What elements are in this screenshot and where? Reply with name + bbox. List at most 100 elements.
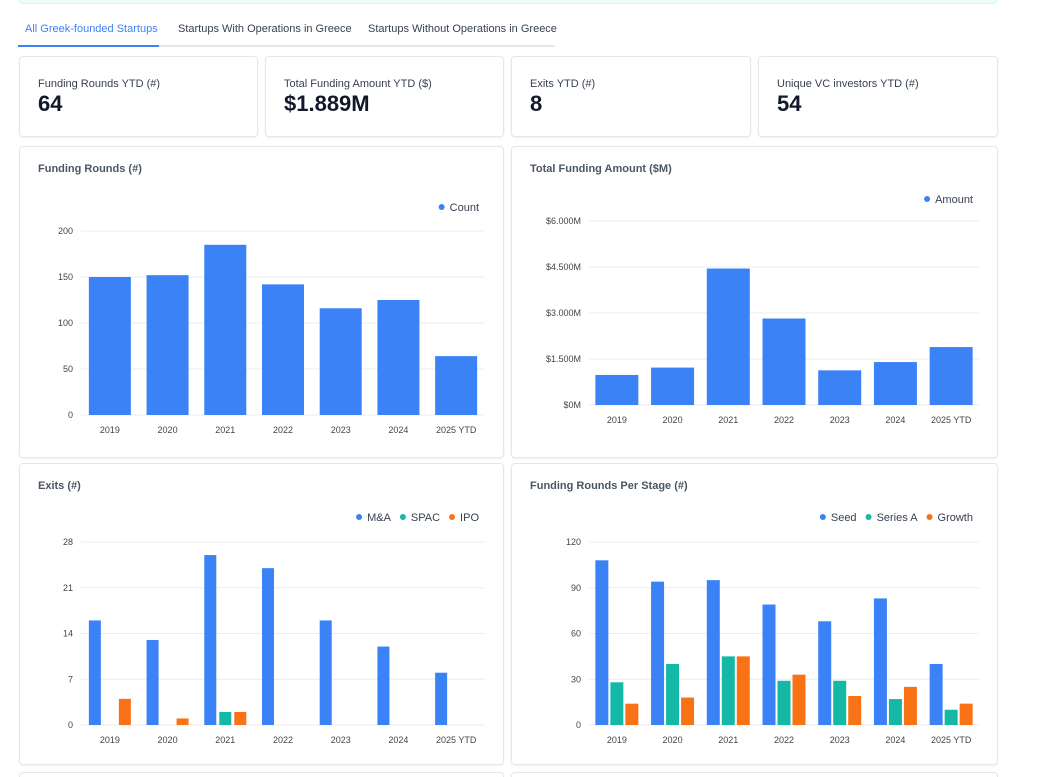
bar-count-2024 — [377, 300, 420, 415]
x-tick-label: 2021 — [215, 425, 235, 435]
kpi-value: $1.889M — [284, 91, 370, 116]
bar-series-a-2023 — [833, 680, 847, 725]
bar-seed-2022 — [762, 604, 776, 725]
legend-marker-series-a — [865, 514, 872, 520]
x-tick-label: 2021 — [718, 735, 738, 745]
y-tick-label: 7 — [68, 674, 73, 684]
exits-chart: 0 7 14 21 28 2019 2020 2021 2022 2023 2024 2025 YTD… — [63, 512, 485, 745]
legend-label-count: Count — [450, 202, 479, 214]
bar-seed-2025-ytd — [929, 664, 943, 725]
bar-m-a-2020 — [146, 640, 159, 725]
bar-m-a-2024 — [377, 646, 390, 725]
tab-startups-with-operations-in-greece[interactable]: Startups With Operations in Greece — [178, 23, 352, 35]
bar-series-a-2021 — [721, 656, 735, 725]
kpi-card-exits: Exits YTD (#) 8 — [511, 56, 751, 137]
legend-label-growth: Growth — [938, 512, 973, 524]
legend-marker-growth — [926, 514, 933, 520]
y-tick-label: 0 — [576, 720, 581, 730]
x-tick-label: 2023 — [331, 735, 351, 745]
x-tick-label: 2022 — [774, 735, 794, 745]
x-tick-label: 2022 — [273, 425, 293, 435]
bar-count-2020 — [146, 275, 189, 415]
x-tick-label: 2023 — [830, 735, 850, 745]
y-tick-label: 14 — [63, 629, 73, 639]
y-tick-label: $1.500M — [546, 354, 581, 364]
x-tick-label: 2019 — [607, 735, 627, 745]
x-tick-label: 2022 — [774, 415, 794, 425]
x-tick-label: 2021 — [215, 735, 235, 745]
x-tick-label: 2019 — [100, 425, 120, 435]
bar-series-a-2024 — [888, 699, 902, 725]
bar-series-a-2022 — [777, 680, 791, 725]
bar-series-a-2025-ytd — [944, 709, 958, 725]
bar-amount-2025-ytd — [929, 347, 973, 405]
chart-card-total-funding: Total Funding Amount ($M) $0M $1.500M $3.0… — [511, 146, 998, 458]
legend-marker-spac — [399, 514, 406, 520]
x-tick-label: 2025 YTD — [436, 735, 477, 745]
tab-all-greek-founded-startups[interactable]: All Greek-founded Startups — [18, 16, 159, 47]
chart-card-exits: Exits (#) 0 7 14 21 28 2019 2020 2021 2022 2023 20… — [19, 463, 504, 765]
y-tick-label: 100 — [58, 318, 73, 328]
chart-card-funding-rounds: Funding Rounds (#) 0 50 100 150 200 2019 2020 2… — [19, 146, 504, 458]
kpi-label: Exits YTD (#) — [530, 78, 596, 90]
chart-title: Total Funding Amount ($M) — [530, 163, 672, 175]
legend-label-amount: Amount — [935, 194, 973, 206]
bar-count-2021 — [204, 244, 247, 415]
legend-marker-ipo — [449, 514, 456, 520]
y-tick-label: 28 — [63, 537, 73, 547]
y-tick-label: $6.000M — [546, 216, 581, 226]
y-tick-label: $0M — [563, 400, 581, 410]
x-tick-label: 2020 — [158, 425, 178, 435]
x-tick-label: 2023 — [830, 415, 850, 425]
legend-marker-m-a — [356, 514, 363, 520]
x-tick-label: 2020 — [663, 735, 683, 745]
tab-startups-without-operations-in-greece[interactable]: Startups Without Operations in Greece — [368, 23, 557, 35]
legend-label-seed: Seed — [831, 512, 857, 524]
chart-card-rounds-per-stage: Funding Rounds Per Stage (#) 0 30 60 90 120 2… — [511, 463, 998, 765]
kpi-value: 64 — [38, 91, 63, 116]
legend-marker-seed — [819, 514, 826, 520]
x-tick-label: 2025 YTD — [931, 735, 972, 745]
bar-seed-2020 — [651, 581, 665, 725]
bar-growth-2023 — [848, 696, 862, 725]
chart-title: Funding Rounds (#) — [38, 163, 142, 175]
bar-amount-2019 — [595, 374, 639, 405]
y-tick-label: 0 — [68, 410, 73, 420]
x-tick-label: 2020 — [158, 735, 178, 745]
top-banner — [18, 0, 998, 4]
x-tick-label: 2024 — [388, 735, 408, 745]
x-tick-label: 2024 — [885, 735, 905, 745]
bar-count-2019 — [88, 277, 131, 415]
x-tick-label: 2024 — [885, 415, 905, 425]
chart-title: Funding Rounds Per Stage (#) — [530, 480, 688, 492]
legend-marker-count — [438, 204, 445, 210]
total-funding-chart: $0M $1.500M $3.000M $4.500M $6.000M 2019 2020 2… — [546, 194, 979, 425]
bar-growth-2019 — [625, 703, 639, 725]
x-tick-label: 2024 — [388, 425, 408, 435]
y-tick-label: 50 — [63, 364, 73, 374]
bar-seed-2021 — [706, 580, 720, 725]
bar-amount-2022 — [762, 318, 806, 405]
bar-growth-2020 — [681, 697, 695, 725]
bar-seed-2019 — [595, 560, 609, 725]
bar-m-a-2025-ytd — [435, 672, 448, 725]
x-tick-label: 2019 — [607, 415, 627, 425]
kpi-value: 54 — [777, 91, 802, 116]
bar-m-a-2022 — [262, 568, 274, 725]
bar-seed-2024 — [873, 598, 887, 725]
legend-label-m-a: M&A — [367, 512, 392, 524]
x-tick-label: 2025 YTD — [931, 415, 972, 425]
kpi-value: 8 — [530, 91, 543, 116]
bar-growth-2022 — [792, 674, 806, 725]
y-tick-label: 60 — [571, 629, 581, 639]
x-tick-label: 2019 — [100, 735, 120, 745]
bar-ipo-2021 — [234, 711, 247, 725]
rounds-per-stage-chart: 0 30 60 90 120 2019 2020 2021 2022 2023 2024 2025 Y… — [566, 512, 979, 745]
legend-label-series-a: Series A — [877, 512, 919, 524]
x-tick-label: 2021 — [718, 415, 738, 425]
bar-growth-2025-ytd — [959, 703, 973, 725]
y-tick-label: $3.000M — [546, 308, 581, 318]
kpi-card-total-funding: Total Funding Amount YTD ($) $1.889M — [265, 56, 504, 137]
kpi-label: Funding Rounds YTD (#) — [38, 78, 161, 90]
chart-title: Exits (#) — [38, 480, 81, 492]
